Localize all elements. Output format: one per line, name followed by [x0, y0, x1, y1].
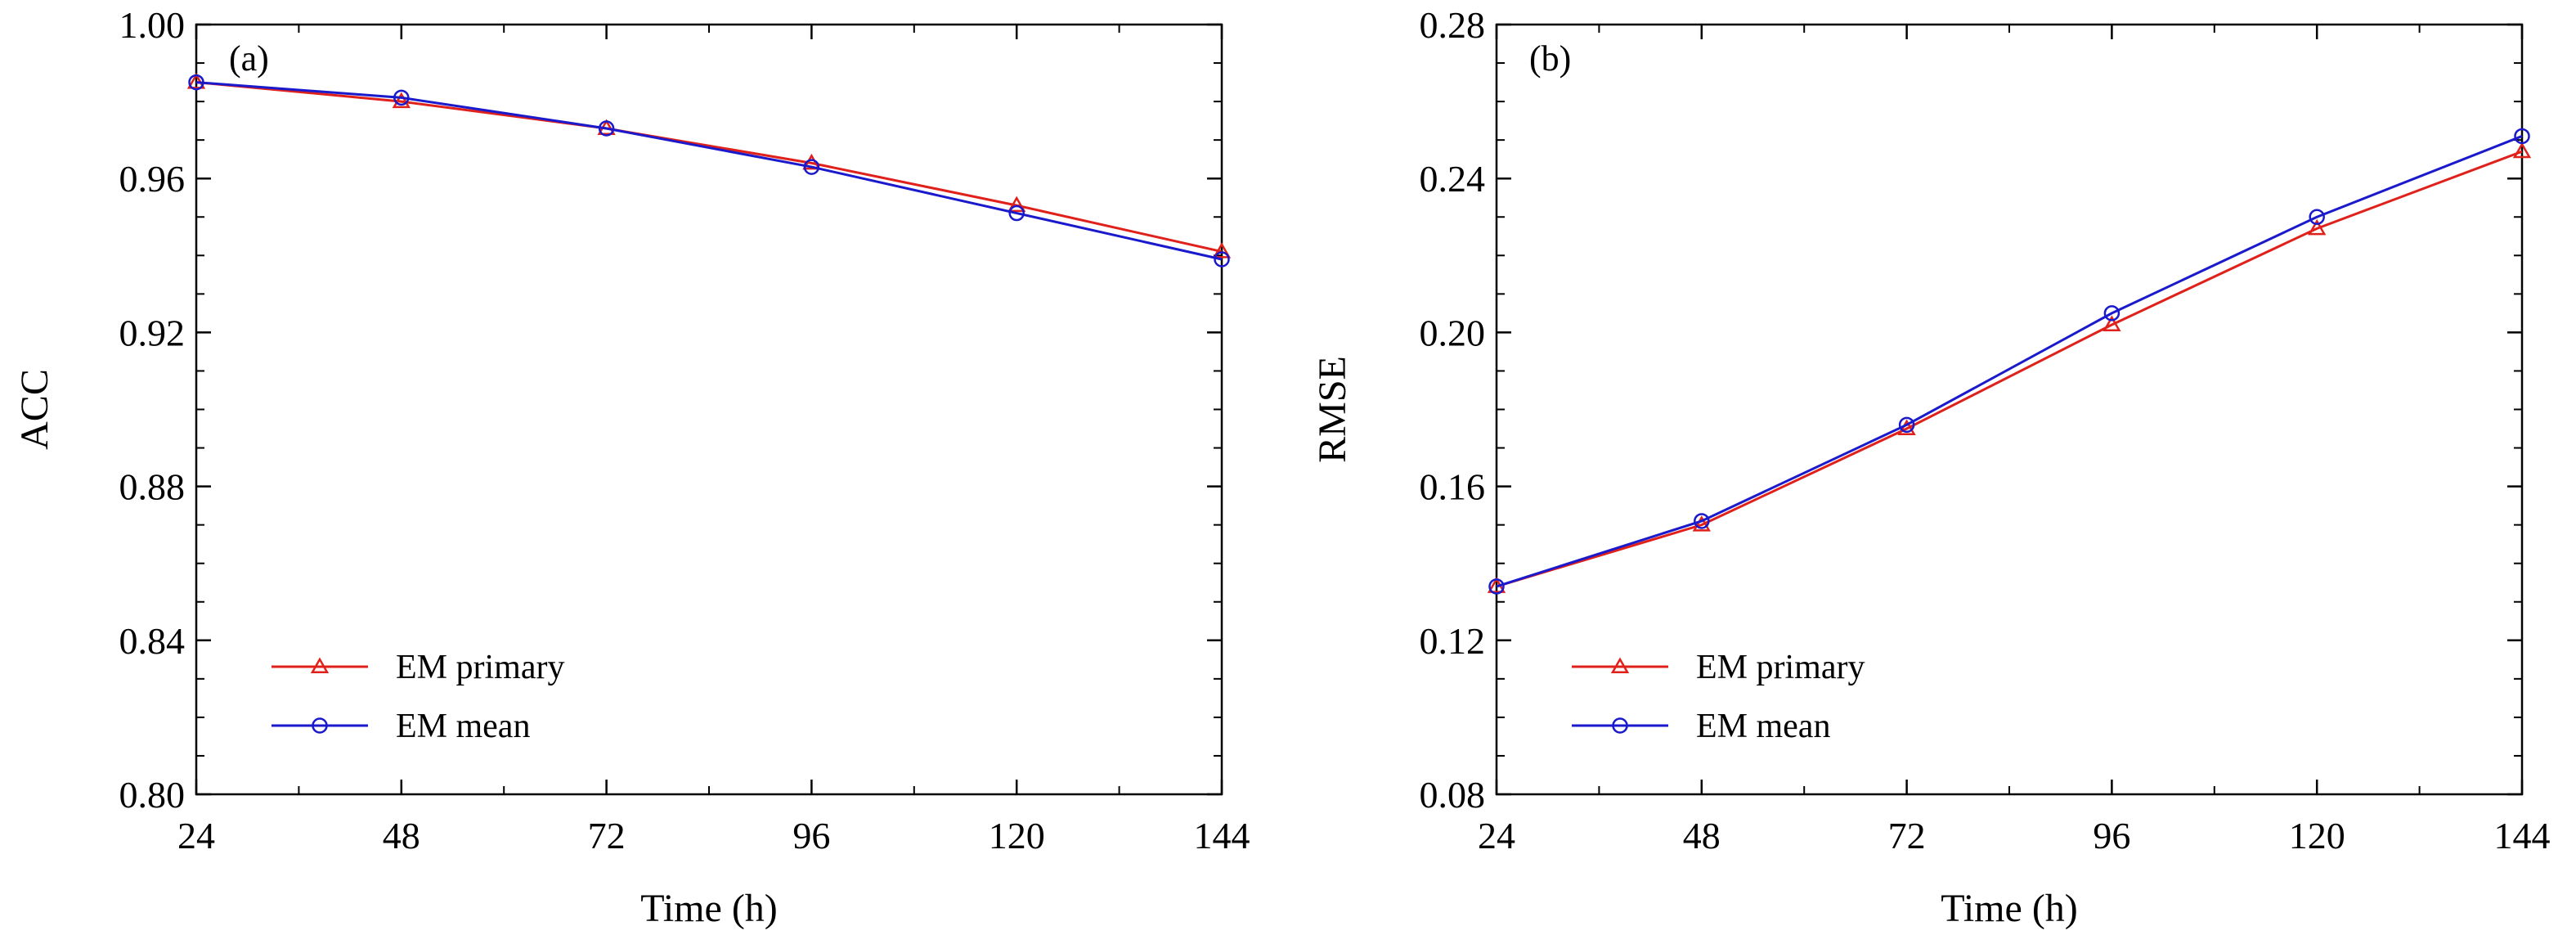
data-point-circle [1008, 205, 1025, 222]
data-point-triangle [1008, 196, 1026, 213]
legend-entry: EM mean [1572, 708, 1830, 745]
panel-label: (a) [229, 38, 269, 79]
x-tick-label: 24 [1478, 815, 1515, 856]
x-axis-label: Time (h) [640, 887, 778, 930]
data-point-circle [803, 159, 820, 175]
plot-frame [1495, 23, 2524, 796]
data-point-circle [1694, 513, 1710, 529]
y-tick-label: 0.80 [119, 774, 186, 816]
y-tick-label: 0.84 [119, 620, 186, 662]
data-point-circle [393, 89, 410, 106]
y-tick-label: 0.12 [1420, 620, 1486, 662]
data-point-circle [598, 120, 615, 137]
x-tick-label: 24 [177, 815, 215, 856]
y-axis-label: RMSE [1311, 356, 1354, 463]
x-tick-label: 96 [2093, 815, 2130, 856]
y-tick-label: 0.16 [1420, 466, 1486, 508]
series-line [1496, 150, 2523, 588]
data-point-triangle [2512, 142, 2532, 159]
legend-label: EM primary [1696, 649, 1865, 686]
legend-marker-triangle [310, 657, 330, 673]
y-tick-label: 0.92 [119, 312, 186, 353]
y-tick-label: 0.96 [119, 158, 186, 200]
x-tick-label: 48 [1683, 815, 1721, 856]
panel-label: (b) [1529, 38, 1571, 79]
series-line [195, 81, 1223, 261]
data-point-triangle [2308, 218, 2327, 236]
y-tick-label: 1.00 [119, 4, 186, 46]
data-point-circle [1214, 251, 1230, 267]
chart-panel-b: 24 48 72 96 120 144 0.08 0.12 0.16 0.20 0.24 0.28 Ti… [1311, 4, 2551, 930]
x-axis-label: Time (h) [1941, 887, 2078, 930]
legend-marker-circle [1612, 717, 1628, 734]
legend-entry: EM mean [272, 708, 530, 745]
legend-marker-circle [312, 717, 328, 734]
data-point-circle [1898, 416, 1915, 434]
series-line [195, 81, 1223, 254]
y-tick-label: 0.88 [119, 466, 186, 508]
data-point-circle [2514, 128, 2530, 145]
data-point-triangle [1692, 515, 1711, 532]
legend-entry: EM primary [1572, 649, 1865, 686]
data-point-circle [2309, 209, 2325, 225]
data-point-triangle [1212, 242, 1232, 258]
data-point-circle [1488, 578, 1505, 595]
data-point-circle [188, 74, 204, 91]
data-point-triangle [392, 92, 411, 109]
x-tick-label: 144 [1194, 815, 1250, 856]
x-tick-label: 72 [588, 815, 626, 856]
x-tick-label: 120 [2289, 815, 2345, 856]
legend-label: EM mean [1696, 708, 1830, 745]
series-em-mean [188, 74, 1230, 267]
legend-label: EM mean [396, 708, 530, 745]
x-tick-label: 96 [792, 815, 830, 856]
legend-marker-triangle [1610, 657, 1630, 673]
series-em-mean [1488, 128, 2530, 595]
data-point-triangle [2103, 315, 2121, 331]
plot-frame [195, 23, 1223, 796]
legend-entry: EM primary [272, 649, 564, 686]
y-tick-label: 0.08 [1420, 774, 1486, 816]
y-tick-label: 0.20 [1420, 312, 1486, 353]
x-tick-label: 72 [1888, 815, 1926, 856]
y-tick-label: 0.24 [1420, 158, 1486, 200]
legend-label: EM primary [396, 649, 564, 686]
x-tick-label: 120 [989, 815, 1045, 856]
series-line [1496, 135, 2523, 588]
chart-panel-a: 24 48 72 96 120 144 0.80 0.84 0.88 0.92 0.96 1.00 Ti… [13, 4, 1250, 930]
x-tick-label: 48 [383, 815, 420, 856]
y-axis-label: ACC [13, 369, 56, 450]
y-tick-label: 0.28 [1420, 4, 1486, 46]
series-em-primary [186, 73, 1232, 258]
x-tick-label: 144 [2494, 815, 2551, 856]
data-point-circle [2103, 305, 2120, 321]
